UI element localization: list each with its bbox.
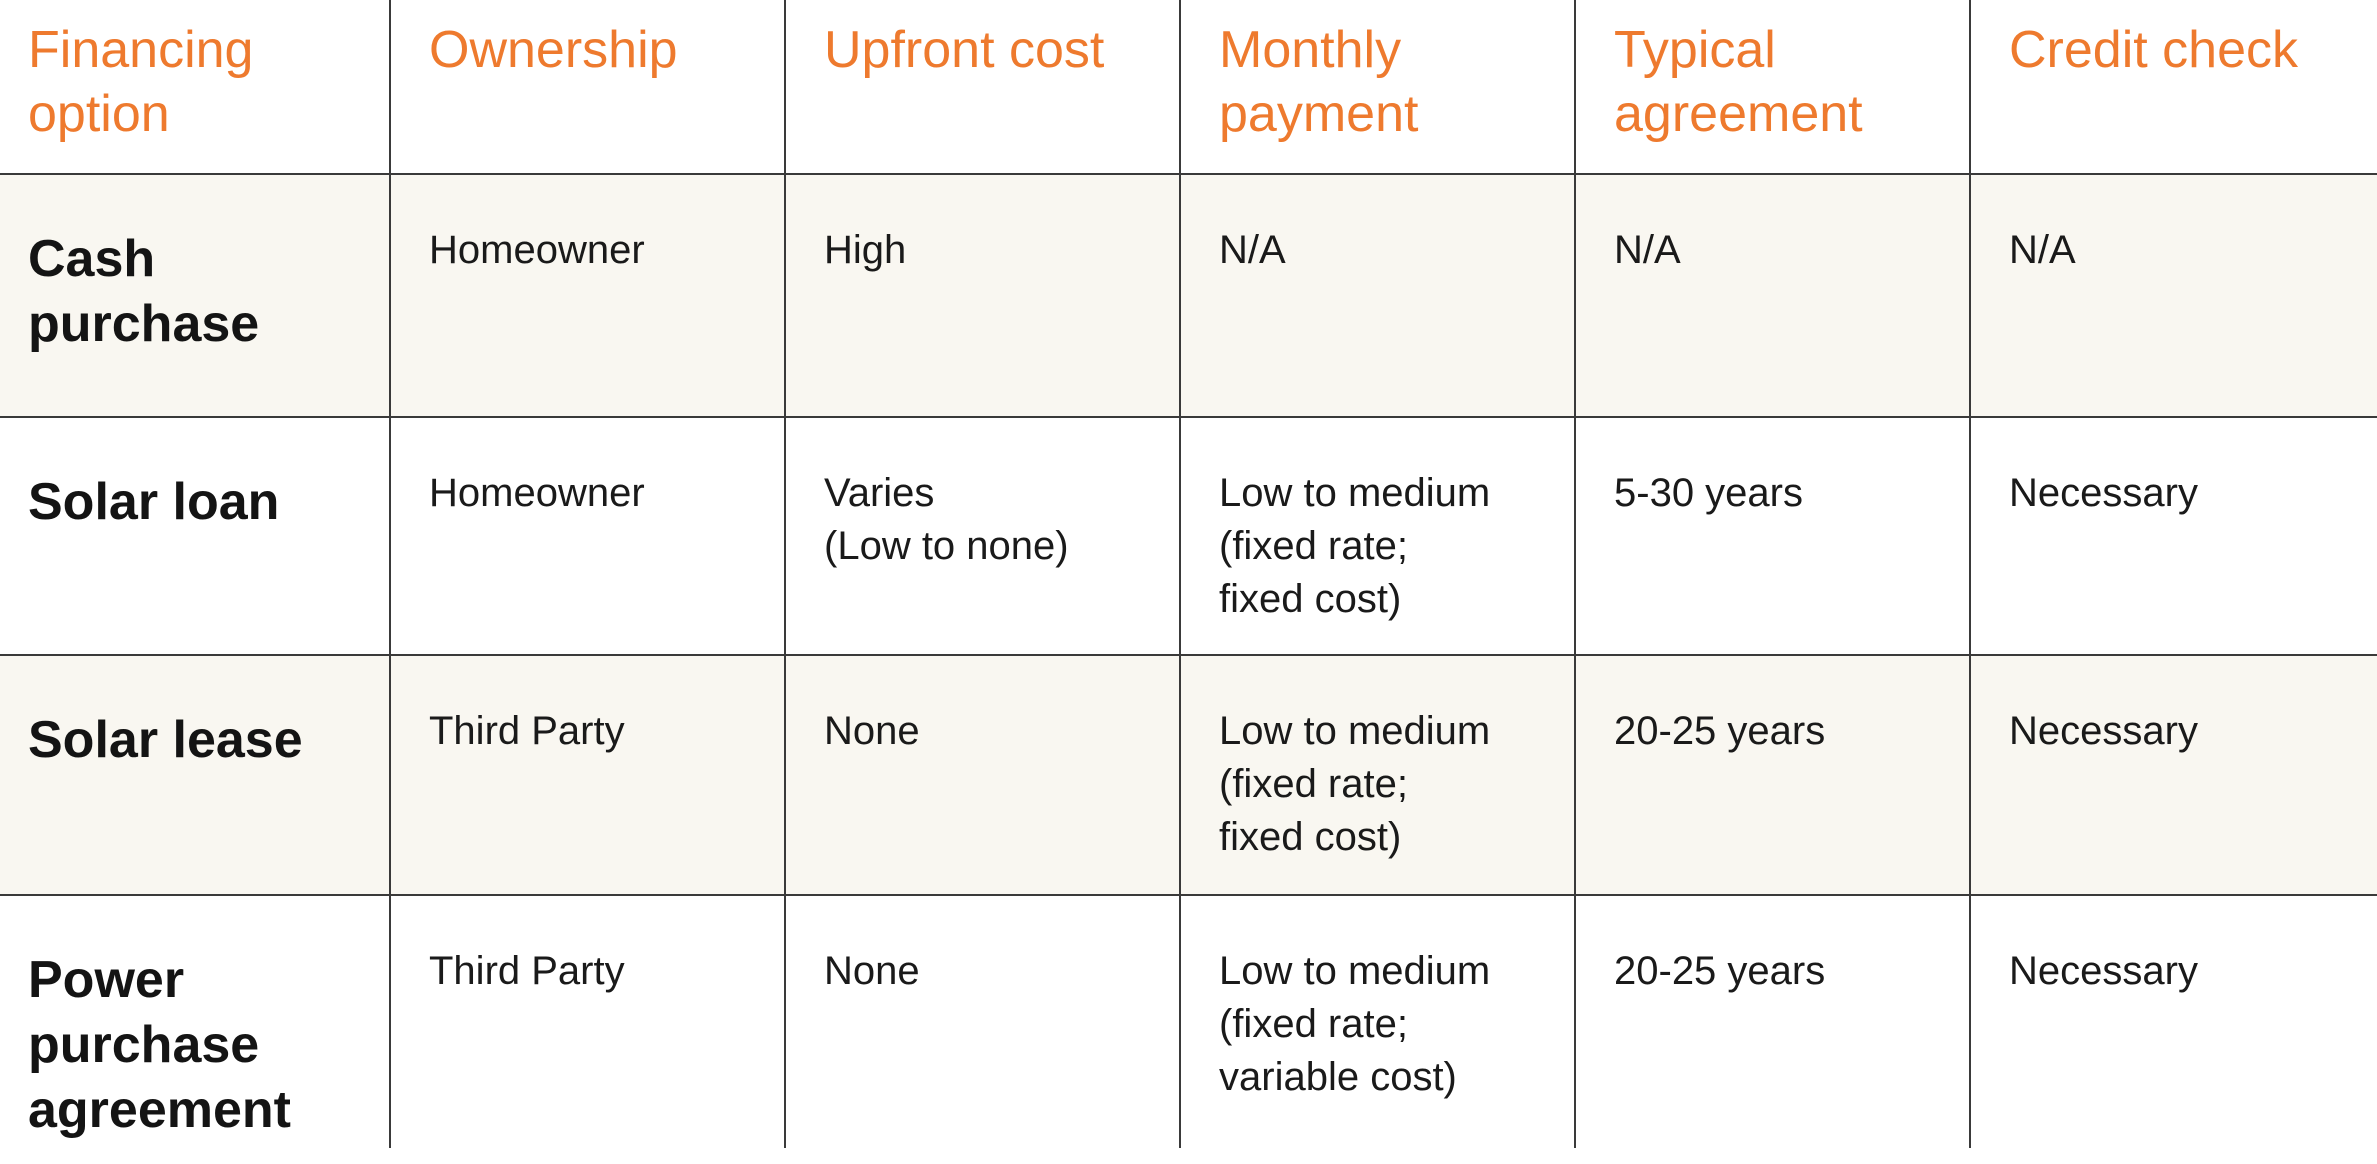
- cell-line: Low to medium: [1219, 709, 1491, 753]
- cell-line: 20-25 years: [1614, 949, 1826, 993]
- cell-monthly-payment: Low to medium (fixed rate; fixed cost): [1179, 417, 1575, 655]
- cell-line: (Low to none): [824, 524, 1069, 568]
- header-line: payment: [1219, 85, 1419, 143]
- cell-ownership: Third Party: [389, 895, 785, 1148]
- table-header: Financing option Ownership Upfront cost …: [0, 0, 2377, 174]
- header-line: Monthly: [1219, 21, 1402, 79]
- header-line: Upfront cost: [824, 21, 1105, 79]
- cell-monthly-payment: Low to medium (fixed rate; variable cost…: [1179, 895, 1575, 1148]
- cell-monthly-payment: Low to medium (fixed rate; fixed cost): [1179, 655, 1575, 895]
- cell-line: (fixed rate;: [1219, 524, 1408, 568]
- cell-financing-option: Solar loan: [0, 417, 390, 655]
- cell-line: None: [824, 949, 920, 993]
- header-line: Financing: [28, 21, 254, 79]
- cell-credit-check: Necessary: [1969, 417, 2377, 655]
- cell-financing-option: Solar lease: [0, 655, 390, 895]
- cell-line: N/A: [1614, 228, 1681, 272]
- cell-upfront-cost: Varies (Low to none): [784, 417, 1180, 655]
- option-line: Solar loan: [28, 473, 280, 531]
- cell-line: Varies: [824, 471, 935, 515]
- cell-line: fixed cost): [1219, 815, 1402, 859]
- cell-typical-agreement: 20-25 years: [1574, 655, 1970, 895]
- option-line: agreement: [28, 1081, 291, 1139]
- header-line: option: [28, 85, 170, 143]
- cell-credit-check: Necessary: [1969, 895, 2377, 1148]
- cell-line: (fixed rate;: [1219, 762, 1408, 806]
- cell-line: High: [824, 228, 907, 272]
- header-line: Ownership: [429, 21, 678, 79]
- cell-line: variable cost): [1219, 1055, 1457, 1099]
- table-body: Cash purchase Homeowner High N/A N/A N/A…: [0, 174, 2377, 1148]
- cell-line: N/A: [1219, 228, 1286, 272]
- cell-financing-option: Cash purchase: [0, 174, 390, 417]
- cell-monthly-payment: N/A: [1179, 174, 1575, 417]
- option-line: Solar lease: [28, 711, 303, 769]
- cell-line: (fixed rate;: [1219, 1002, 1408, 1046]
- header-line: agreement: [1614, 85, 1863, 143]
- header-ownership: Ownership: [389, 0, 785, 174]
- cell-line: Low to medium: [1219, 471, 1491, 515]
- cell-upfront-cost: None: [784, 895, 1180, 1148]
- cell-credit-check: N/A: [1969, 174, 2377, 417]
- table-row-power-purchase-agreement: Power purchase agreement Third Party Non…: [0, 895, 2377, 1148]
- header-monthly-payment: Monthly payment: [1179, 0, 1575, 174]
- cell-ownership: Third Party: [389, 655, 785, 895]
- option-line: Cash: [28, 230, 156, 288]
- cell-ownership: Homeowner: [389, 417, 785, 655]
- cell-line: Third Party: [429, 709, 625, 753]
- cell-typical-agreement: 5-30 years: [1574, 417, 1970, 655]
- cell-typical-agreement: 20-25 years: [1574, 895, 1970, 1148]
- option-line: purchase: [28, 295, 260, 353]
- cell-line: Third Party: [429, 949, 625, 993]
- cell-typical-agreement: N/A: [1574, 174, 1970, 417]
- cell-line: Necessary: [2009, 949, 2198, 993]
- header-row: Financing option Ownership Upfront cost …: [0, 0, 2377, 174]
- cell-ownership: Homeowner: [389, 174, 785, 417]
- cell-line: Homeowner: [429, 471, 645, 515]
- table-row-solar-lease: Solar lease Third Party None Low to medi…: [0, 655, 2377, 895]
- option-line: Power: [28, 951, 185, 1009]
- cell-financing-option: Power purchase agreement: [0, 895, 390, 1148]
- header-upfront-cost: Upfront cost: [784, 0, 1180, 174]
- cell-line: fixed cost): [1219, 577, 1402, 621]
- table-row-cash-purchase: Cash purchase Homeowner High N/A N/A N/A: [0, 174, 2377, 417]
- cell-line: N/A: [2009, 228, 2076, 272]
- cell-upfront-cost: None: [784, 655, 1180, 895]
- header-line: Typical: [1614, 21, 1776, 79]
- header-credit-check: Credit check: [1969, 0, 2377, 174]
- table-row-solar-loan: Solar loan Homeowner Varies (Low to none…: [0, 417, 2377, 655]
- cell-line: Low to medium: [1219, 949, 1491, 993]
- cell-line: 5-30 years: [1614, 471, 1803, 515]
- cell-line: None: [824, 709, 920, 753]
- header-typical-agreement: Typical agreement: [1574, 0, 1970, 174]
- cell-line: Necessary: [2009, 471, 2198, 515]
- cell-line: 20-25 years: [1614, 709, 1826, 753]
- option-line: purchase: [28, 1016, 260, 1074]
- header-financing-option: Financing option: [0, 0, 390, 174]
- cell-upfront-cost: High: [784, 174, 1180, 417]
- cell-line: Necessary: [2009, 709, 2198, 753]
- cell-credit-check: Necessary: [1969, 655, 2377, 895]
- cell-line: Homeowner: [429, 228, 645, 272]
- header-line: Credit check: [2009, 21, 2298, 79]
